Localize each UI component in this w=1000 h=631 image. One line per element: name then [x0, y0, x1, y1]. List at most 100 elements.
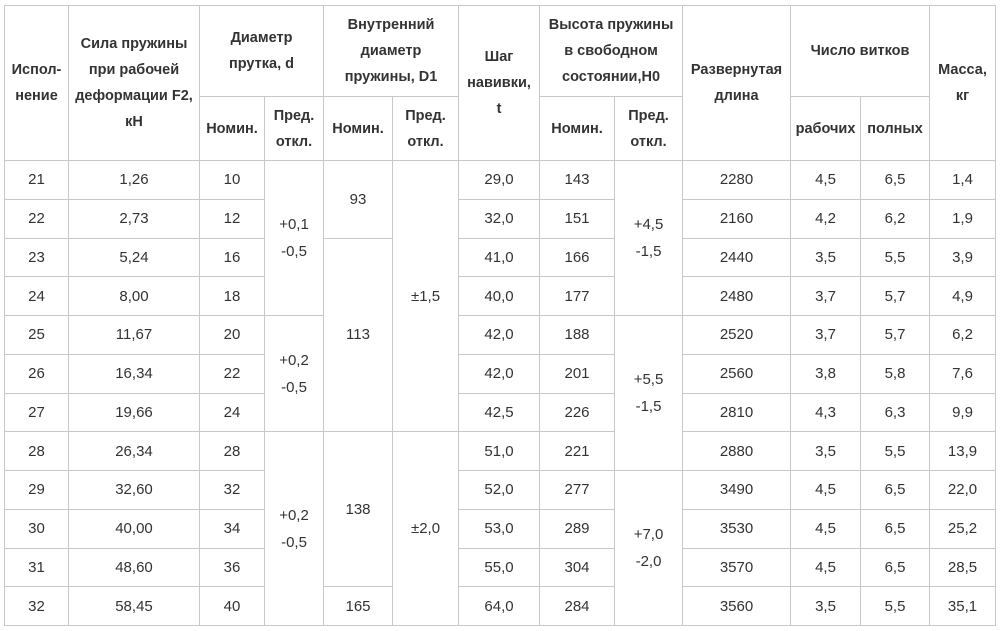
- table-cell: 29: [4, 470, 69, 510]
- table-cell: 6,5: [860, 470, 931, 510]
- table-cell: 3,7: [790, 315, 862, 355]
- table-cell: 26,34: [68, 431, 200, 471]
- table-cell: 48,60: [68, 547, 200, 588]
- table-cell: 2160: [682, 198, 792, 239]
- table-cell: 3560: [682, 586, 792, 626]
- table-cell: 3,5: [790, 586, 862, 626]
- table-row: 29 32,60 32 52,0 277 +7,0 -2,0 3490 4,5 6,5 22,0: [4, 470, 997, 626]
- table-cell: +0,2 -0,5: [263, 314, 325, 433]
- table-cell: 53,0: [458, 508, 541, 549]
- table-cell: 64,0: [458, 586, 541, 626]
- header-cell: Число витков: [790, 5, 931, 97]
- table-cell: 6,3: [860, 392, 931, 433]
- table-cell: 40,0: [458, 276, 541, 316]
- table-cell: 42,0: [458, 353, 541, 394]
- header-cell: Шаг навивки, t: [458, 5, 541, 161]
- table-cell: 12: [199, 198, 265, 239]
- table-cell: 4,5: [790, 547, 862, 588]
- header-cell: рабочих: [790, 96, 862, 161]
- table-cell: +7,0 -2,0: [614, 470, 684, 626]
- table-cell: 28: [4, 431, 69, 471]
- table-row: 27 19,66 24 42,5 226 2810 4,3 6,3 9,9: [4, 392, 997, 433]
- table-cell: 25,2: [929, 508, 997, 549]
- table-cell: 13,9: [929, 431, 997, 471]
- table-cell: 5,24: [68, 237, 200, 278]
- table-cell: 27: [4, 392, 69, 433]
- table-cell: 2880: [682, 431, 792, 471]
- table-cell: 2520: [682, 315, 792, 355]
- header-cell: Пред. откл.: [392, 96, 460, 161]
- table-body: 21 1,26 10 +0,1 -0,5 93 ±1,5 29,0 143 +4,5 -1,5 2…: [4, 159, 997, 626]
- table-cell: 28,5: [929, 547, 997, 588]
- table-cell: 40: [199, 586, 265, 626]
- table-cell: 8,00: [68, 276, 200, 316]
- header-cell: Диаметр прутка, d: [198, 5, 325, 97]
- table-cell: 32,0: [458, 198, 541, 239]
- table-row: 26 16,34 22 42,0 201 2560 3,8 5,8 7,6: [4, 353, 997, 394]
- table-cell: 2480: [682, 276, 792, 316]
- table-cell: 29,0: [458, 160, 541, 200]
- table-cell: 165: [323, 586, 394, 626]
- table-cell: 1,4: [929, 160, 997, 200]
- table-cell: 11,67: [68, 315, 200, 355]
- table-cell: ±2,0: [392, 431, 460, 626]
- table-cell: 201: [539, 353, 616, 394]
- table-cell: 32,60: [68, 470, 200, 510]
- table-cell: 32: [4, 586, 69, 626]
- table-row: 22 2,73 12 32,0 151 2160 4,2 6,2 1,9: [4, 198, 997, 239]
- table-cell: +4,5 -1,5: [614, 160, 684, 316]
- table-header: Испол- нение Сила пружины при рабочей де…: [4, 5, 997, 161]
- table-cell: ±1,5: [392, 159, 460, 433]
- table-cell: +0,2 -0,5: [263, 431, 325, 626]
- table-cell: 6,5: [860, 160, 931, 200]
- table-cell: 2440: [682, 237, 792, 278]
- table-cell: 1,9: [929, 198, 997, 239]
- table-cell: 36: [199, 547, 265, 588]
- table-row: 28 26,34 28 +0,2 -0,5 138 ±2,0 51,0 221 2880 3,5 5…: [4, 431, 997, 626]
- table-cell: 5,5: [860, 431, 931, 471]
- table-cell: 28: [199, 431, 265, 471]
- table-cell: 177: [539, 276, 616, 316]
- table-cell: 32: [199, 470, 265, 510]
- table-cell: 20: [199, 315, 265, 355]
- table-cell: 9,9: [929, 392, 997, 433]
- table-cell: 5,7: [860, 276, 931, 316]
- table-cell: 3530: [682, 508, 792, 549]
- table-cell: 24: [4, 276, 69, 316]
- header-cell: Масса, кг: [929, 5, 997, 161]
- table-cell: 4,5: [790, 160, 862, 200]
- table-cell: 55,0: [458, 547, 541, 588]
- header-cell: Сила пружины при рабочей деформации F2, …: [68, 5, 200, 161]
- table-cell: 35,1: [929, 586, 997, 626]
- table-cell: 138: [323, 431, 394, 588]
- table-row: 23 5,24 16 113 41,0 166 2440 3,5 5,5 3,9: [4, 237, 997, 433]
- table-cell: 284: [539, 586, 616, 626]
- table-cell: 18: [199, 276, 265, 316]
- table-cell: 4,5: [790, 470, 862, 510]
- table-cell: 24: [199, 392, 265, 433]
- table-cell: 3570: [682, 547, 792, 588]
- header-cell: Испол- нение: [4, 5, 69, 161]
- header-cell: Внутренний диаметр пружины, D1: [323, 5, 460, 97]
- table-cell: 3,8: [790, 353, 862, 394]
- table-cell: 188: [539, 315, 616, 355]
- table-row: 24 8,00 18 40,0 177 2480 3,7 5,7 4,9: [4, 276, 997, 316]
- table-cell: 30: [4, 508, 69, 549]
- table-cell: 23: [4, 237, 69, 278]
- table-row: 30 40,00 34 53,0 289 3530 4,5 6,5 25,2: [4, 508, 997, 549]
- header-cell: Номин.: [199, 96, 265, 161]
- table-cell: 5,5: [860, 586, 931, 626]
- table-cell: 113: [323, 237, 394, 433]
- table-cell: 21: [4, 160, 69, 200]
- table-cell: 16: [199, 237, 265, 278]
- table-cell: 5,7: [860, 315, 931, 355]
- table-cell: 3,5: [790, 237, 862, 278]
- table-cell: 2280: [682, 160, 792, 200]
- table-cell: 4,3: [790, 392, 862, 433]
- table-cell: 22: [199, 353, 265, 394]
- table-cell: 6,5: [860, 547, 931, 588]
- table-row: 21 1,26 10 +0,1 -0,5 93 ±1,5 29,0 143 +4,5 -1,5 2…: [4, 159, 997, 433]
- table-cell: 3,7: [790, 276, 862, 316]
- table-cell: 25: [4, 315, 69, 355]
- table-cell: 1,26: [68, 160, 200, 200]
